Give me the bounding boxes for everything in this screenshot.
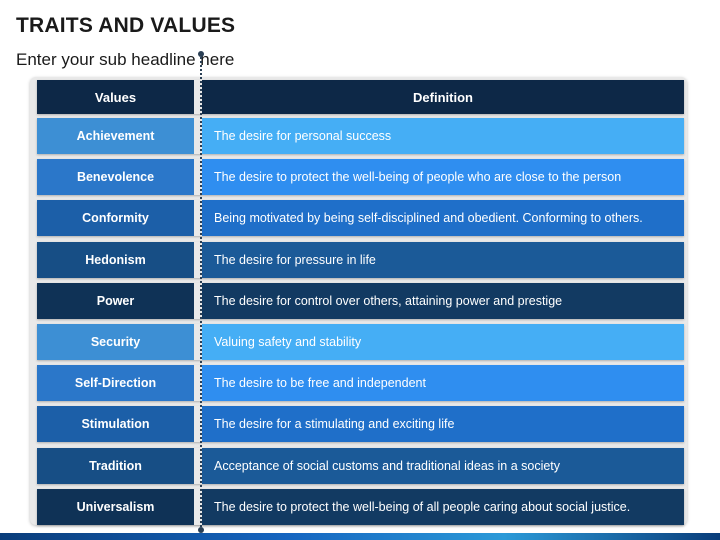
definition-cell: The desire for pressure in life <box>202 242 684 278</box>
column-header-values: Values <box>37 80 194 114</box>
definition-cell: Being motivated by being self-discipline… <box>202 200 684 236</box>
value-cell: Security <box>37 324 194 360</box>
table-row: Security Valuing safety and stability <box>37 324 684 360</box>
column-divider <box>200 54 202 530</box>
bottom-accent-bar <box>0 533 720 540</box>
table-row: Tradition Acceptance of social customs an… <box>37 448 684 484</box>
value-cell: Achievement <box>37 118 194 154</box>
table-row: Power The desire for control over others,… <box>37 283 684 319</box>
definition-cell: Acceptance of social customs and traditi… <box>202 448 684 484</box>
value-cell: Benevolence <box>37 159 194 195</box>
divider-top-dot <box>198 51 204 57</box>
table-row: Stimulation The desire for a stimulating … <box>37 406 684 442</box>
value-cell: Self-Direction <box>37 365 194 401</box>
value-cell: Stimulation <box>37 406 194 442</box>
value-cell: Hedonism <box>37 242 194 278</box>
definition-cell: Valuing safety and stability <box>202 324 684 360</box>
table-row: Conformity Being motivated by being self-… <box>37 200 684 236</box>
definition-cell: The desire to protect the well-being of … <box>202 489 684 525</box>
definition-cell: The desire to protect the well-being of … <box>202 159 684 195</box>
table-header-row: Values Definition <box>37 80 684 114</box>
definition-cell: The desire for control over others, atta… <box>202 283 684 319</box>
table-row: Self-Direction The desire to be free and … <box>37 365 684 401</box>
value-cell: Universalism <box>37 489 194 525</box>
table-row: Hedonism The desire for pressure in life <box>37 242 684 278</box>
column-header-definition: Definition <box>202 80 684 114</box>
value-cell: Conformity <box>37 200 194 236</box>
table-row: Achievement The desire for personal succe… <box>37 118 684 154</box>
page-subtitle: Enter your sub headline here <box>16 50 235 69</box>
definition-cell: The desire to be free and independent <box>202 365 684 401</box>
value-cell: Power <box>37 283 194 319</box>
divider-bottom-dot <box>198 527 204 533</box>
page-title: TRAITS AND VALUES <box>16 14 236 37</box>
table-row: Universalism The desire to protect the we… <box>37 489 684 525</box>
table-row: Benevolence The desire to protect the wel… <box>37 159 684 195</box>
definition-cell: The desire for personal success <box>202 118 684 154</box>
definition-cell: The desire for a stimulating and excitin… <box>202 406 684 442</box>
value-cell: Tradition <box>37 448 194 484</box>
